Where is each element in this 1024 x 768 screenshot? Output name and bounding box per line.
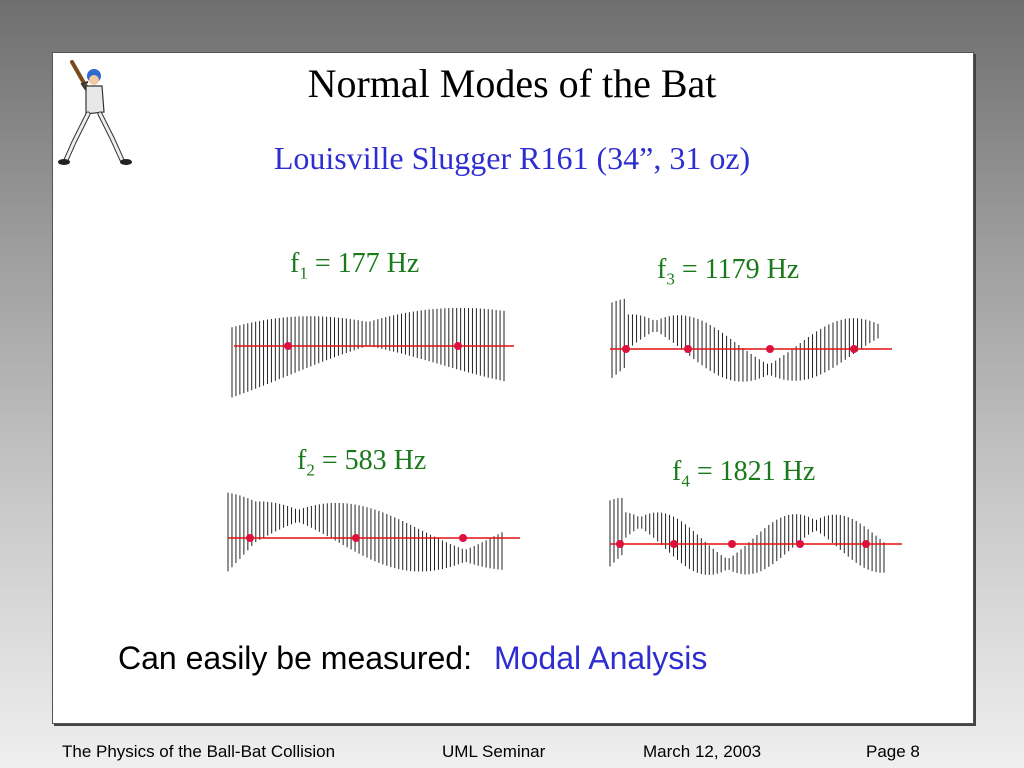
footer-date: March 12, 2003 bbox=[643, 742, 762, 761]
slide-frame bbox=[52, 52, 974, 724]
node-point bbox=[728, 540, 736, 548]
mode-2-shape-plot bbox=[227, 492, 520, 572]
slide-subtitle: Louisville Slugger R161 (34”, 31 oz) bbox=[273, 140, 751, 176]
slide-title: Normal Modes of the Bat bbox=[307, 61, 717, 106]
node-point bbox=[766, 345, 774, 353]
mode-2-label: f2 = 583 Hz bbox=[297, 445, 427, 480]
mode-1-label: f1 = 177 Hz bbox=[290, 248, 420, 283]
node-point bbox=[684, 345, 692, 353]
footer-venue: UML Seminar bbox=[442, 742, 546, 761]
node-point bbox=[454, 342, 462, 350]
baseball-batter-icon bbox=[58, 60, 132, 165]
footer-page: Page 8 bbox=[866, 742, 920, 761]
node-point bbox=[796, 540, 804, 548]
node-point bbox=[622, 345, 630, 353]
node-point bbox=[616, 540, 624, 548]
mode-4-label: f4 = 1821 Hz bbox=[672, 456, 816, 491]
node-point bbox=[284, 342, 292, 350]
node-point bbox=[850, 345, 858, 353]
footer-course: The Physics of the Ball-Bat Collision bbox=[62, 742, 336, 761]
caption-text: Can easily be measured: bbox=[118, 640, 472, 676]
node-point bbox=[352, 534, 360, 542]
node-point bbox=[246, 534, 254, 542]
mode-3-shape-plot bbox=[610, 298, 892, 382]
mode-1-shape-plot bbox=[231, 307, 514, 398]
node-point bbox=[670, 540, 678, 548]
caption-highlight: Modal Analysis bbox=[493, 640, 708, 676]
node-point bbox=[862, 540, 870, 548]
mode-3-label: f3 = 1179 Hz bbox=[657, 254, 800, 289]
node-point bbox=[459, 534, 467, 542]
mode-4-shape-plot bbox=[609, 497, 902, 575]
caption: Can easily be measured: Modal Analysis bbox=[118, 640, 707, 677]
